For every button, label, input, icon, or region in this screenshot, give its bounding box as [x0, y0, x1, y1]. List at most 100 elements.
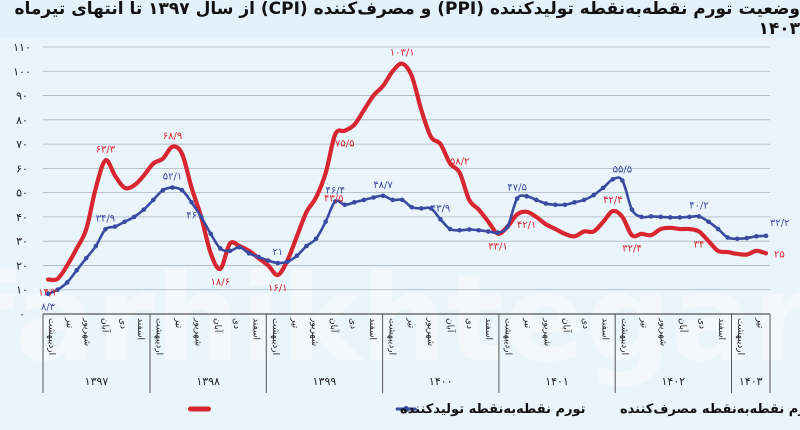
cpi-data-point	[553, 202, 558, 208]
data-label: ۳۲/۲	[770, 218, 789, 229]
month-label: تیر	[289, 317, 299, 329]
cpi-data-point	[141, 207, 147, 212]
data-label: ۱۶/۱	[268, 283, 287, 294]
cpi-data-point	[677, 215, 683, 220]
data-label: ۶۸/۹	[163, 131, 182, 142]
data-label: ۴۳/۹	[431, 203, 450, 214]
y-tick-label: ۷۰	[16, 138, 28, 151]
cpi-data-point	[763, 233, 769, 239]
cpi-data-point	[218, 246, 223, 251]
cpi-data-point	[160, 187, 166, 193]
month-label: آبان	[328, 318, 340, 333]
cpi-data-point	[294, 253, 300, 259]
cpi-data-point	[189, 200, 194, 205]
y-tick-label: ۲۰	[16, 259, 28, 272]
year-label: ۱۳۹۷	[85, 375, 109, 388]
cpi-data-point	[208, 231, 214, 237]
cpi-data-point	[514, 196, 520, 202]
y-tick-label: ۰	[19, 308, 25, 321]
month-label: تیر	[522, 317, 532, 329]
data-label: ۴۲/۱	[517, 220, 536, 231]
legend-label: تورم نقطه‌به‌نقطه مصرف‌کننده	[620, 402, 800, 417]
cpi-data-point	[122, 219, 127, 225]
cpi-data-point	[648, 214, 654, 219]
year-label: ۱۴۰۲	[662, 375, 686, 388]
cpi-data-point	[64, 280, 70, 285]
cpi-data-point	[83, 255, 89, 261]
month-label: اسفند	[600, 318, 610, 340]
cpi-data-point	[600, 185, 606, 191]
data-label: ۴۶	[186, 210, 197, 221]
cpi-data-point	[265, 258, 271, 263]
data-label: ۴۲/۴	[603, 195, 622, 206]
cpi-data-point	[744, 235, 750, 241]
cpi-data-point	[352, 200, 357, 205]
data-label: ۷۵/۵	[335, 139, 354, 150]
month-label: شهریور	[309, 317, 319, 346]
y-tick-label: ۱۰۰	[13, 65, 31, 78]
year-label: ۱۳۹۹	[313, 375, 337, 388]
month-label: اردیبهشت	[154, 318, 164, 355]
cpi-data-point	[466, 227, 472, 232]
y-tick-label: ۴۰	[16, 211, 28, 224]
data-label: ۱۴/۲	[38, 288, 57, 299]
month-label: اسفند	[716, 318, 726, 340]
month-label: شهریور	[192, 317, 202, 346]
cpi-data-point	[45, 291, 51, 297]
data-label: ۴۷/۵	[507, 183, 526, 194]
month-label: شهریور	[425, 317, 435, 346]
month-label: آبان	[212, 318, 224, 333]
cpi-data-point	[399, 197, 405, 203]
cpi-data-point	[533, 197, 539, 203]
month-label: اسفند	[483, 318, 493, 340]
month-label: اردیبهشت	[386, 318, 396, 355]
cpi-data-point	[629, 207, 635, 212]
cpi-data-point	[179, 187, 185, 193]
data-label: ۳۴	[694, 239, 705, 250]
month-label: آبان	[444, 318, 456, 333]
cpi-data-point	[256, 254, 261, 260]
cpi-data-point	[227, 248, 233, 254]
month-label: دی	[580, 318, 590, 329]
cpi-data-point	[371, 195, 376, 200]
cpi-data-point	[543, 201, 549, 206]
data-label: ۲۵	[774, 249, 785, 260]
month-label: دی	[464, 318, 474, 329]
cpi-data-point	[495, 230, 501, 235]
cpi-data-point	[275, 260, 281, 266]
cpi-data-point	[486, 229, 491, 234]
month-label: تیر	[755, 317, 765, 329]
y-tick-label: ۱۱۰	[13, 41, 31, 54]
ppi-series-line	[45, 61, 769, 283]
data-label: ۱۰۳/۱	[390, 48, 415, 59]
month-label: اردیبهشت	[735, 318, 745, 355]
cpi-data-point	[304, 243, 309, 249]
cpi-data-point	[409, 204, 415, 210]
cpi-data-point	[131, 214, 137, 220]
month-label: اردیبهشت	[619, 318, 629, 355]
y-tick-label: ۶۰	[16, 162, 28, 175]
year-label: ۱۴۰۰	[429, 375, 453, 388]
cpi-data-point	[658, 214, 663, 220]
data-label: ۴۳/۵	[324, 193, 343, 204]
cpi-data-point	[591, 192, 596, 198]
data-label: ۱۸/۶	[211, 277, 230, 288]
month-label: اسفند	[135, 318, 145, 340]
month-label: اسفند	[251, 318, 261, 340]
cpi-data-point	[447, 226, 453, 232]
cpi-data-point	[725, 235, 731, 240]
cpi-data-point	[246, 251, 252, 256]
cpi-data-point	[505, 224, 510, 229]
y-tick-label: ۱۰	[16, 284, 28, 297]
month-label: آبان	[677, 318, 689, 333]
month-label: دی	[117, 318, 127, 329]
month-label: اسفند	[367, 318, 377, 340]
cpi-data-point	[390, 197, 395, 203]
cpi-data-point	[93, 243, 99, 249]
data-labels: ۱۴/۲ ۶۳/۳ ۶۸/۹ ۱۸/۶ ۱۶/۱ ۴۳/۵ ۷۵/۵ ۱۰۳/۱ ۵۸/۲ ۳۳/…	[38, 48, 789, 313]
data-label: ۴۸/۷	[373, 180, 393, 191]
data-label: ۲۱	[272, 247, 283, 258]
cpi-data-point	[332, 199, 338, 204]
series-lines	[45, 61, 769, 297]
data-label: ۶۳/۳	[96, 144, 116, 155]
